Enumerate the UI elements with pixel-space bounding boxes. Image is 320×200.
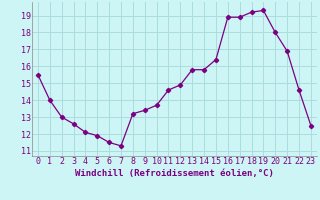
- X-axis label: Windchill (Refroidissement éolien,°C): Windchill (Refroidissement éolien,°C): [75, 169, 274, 178]
